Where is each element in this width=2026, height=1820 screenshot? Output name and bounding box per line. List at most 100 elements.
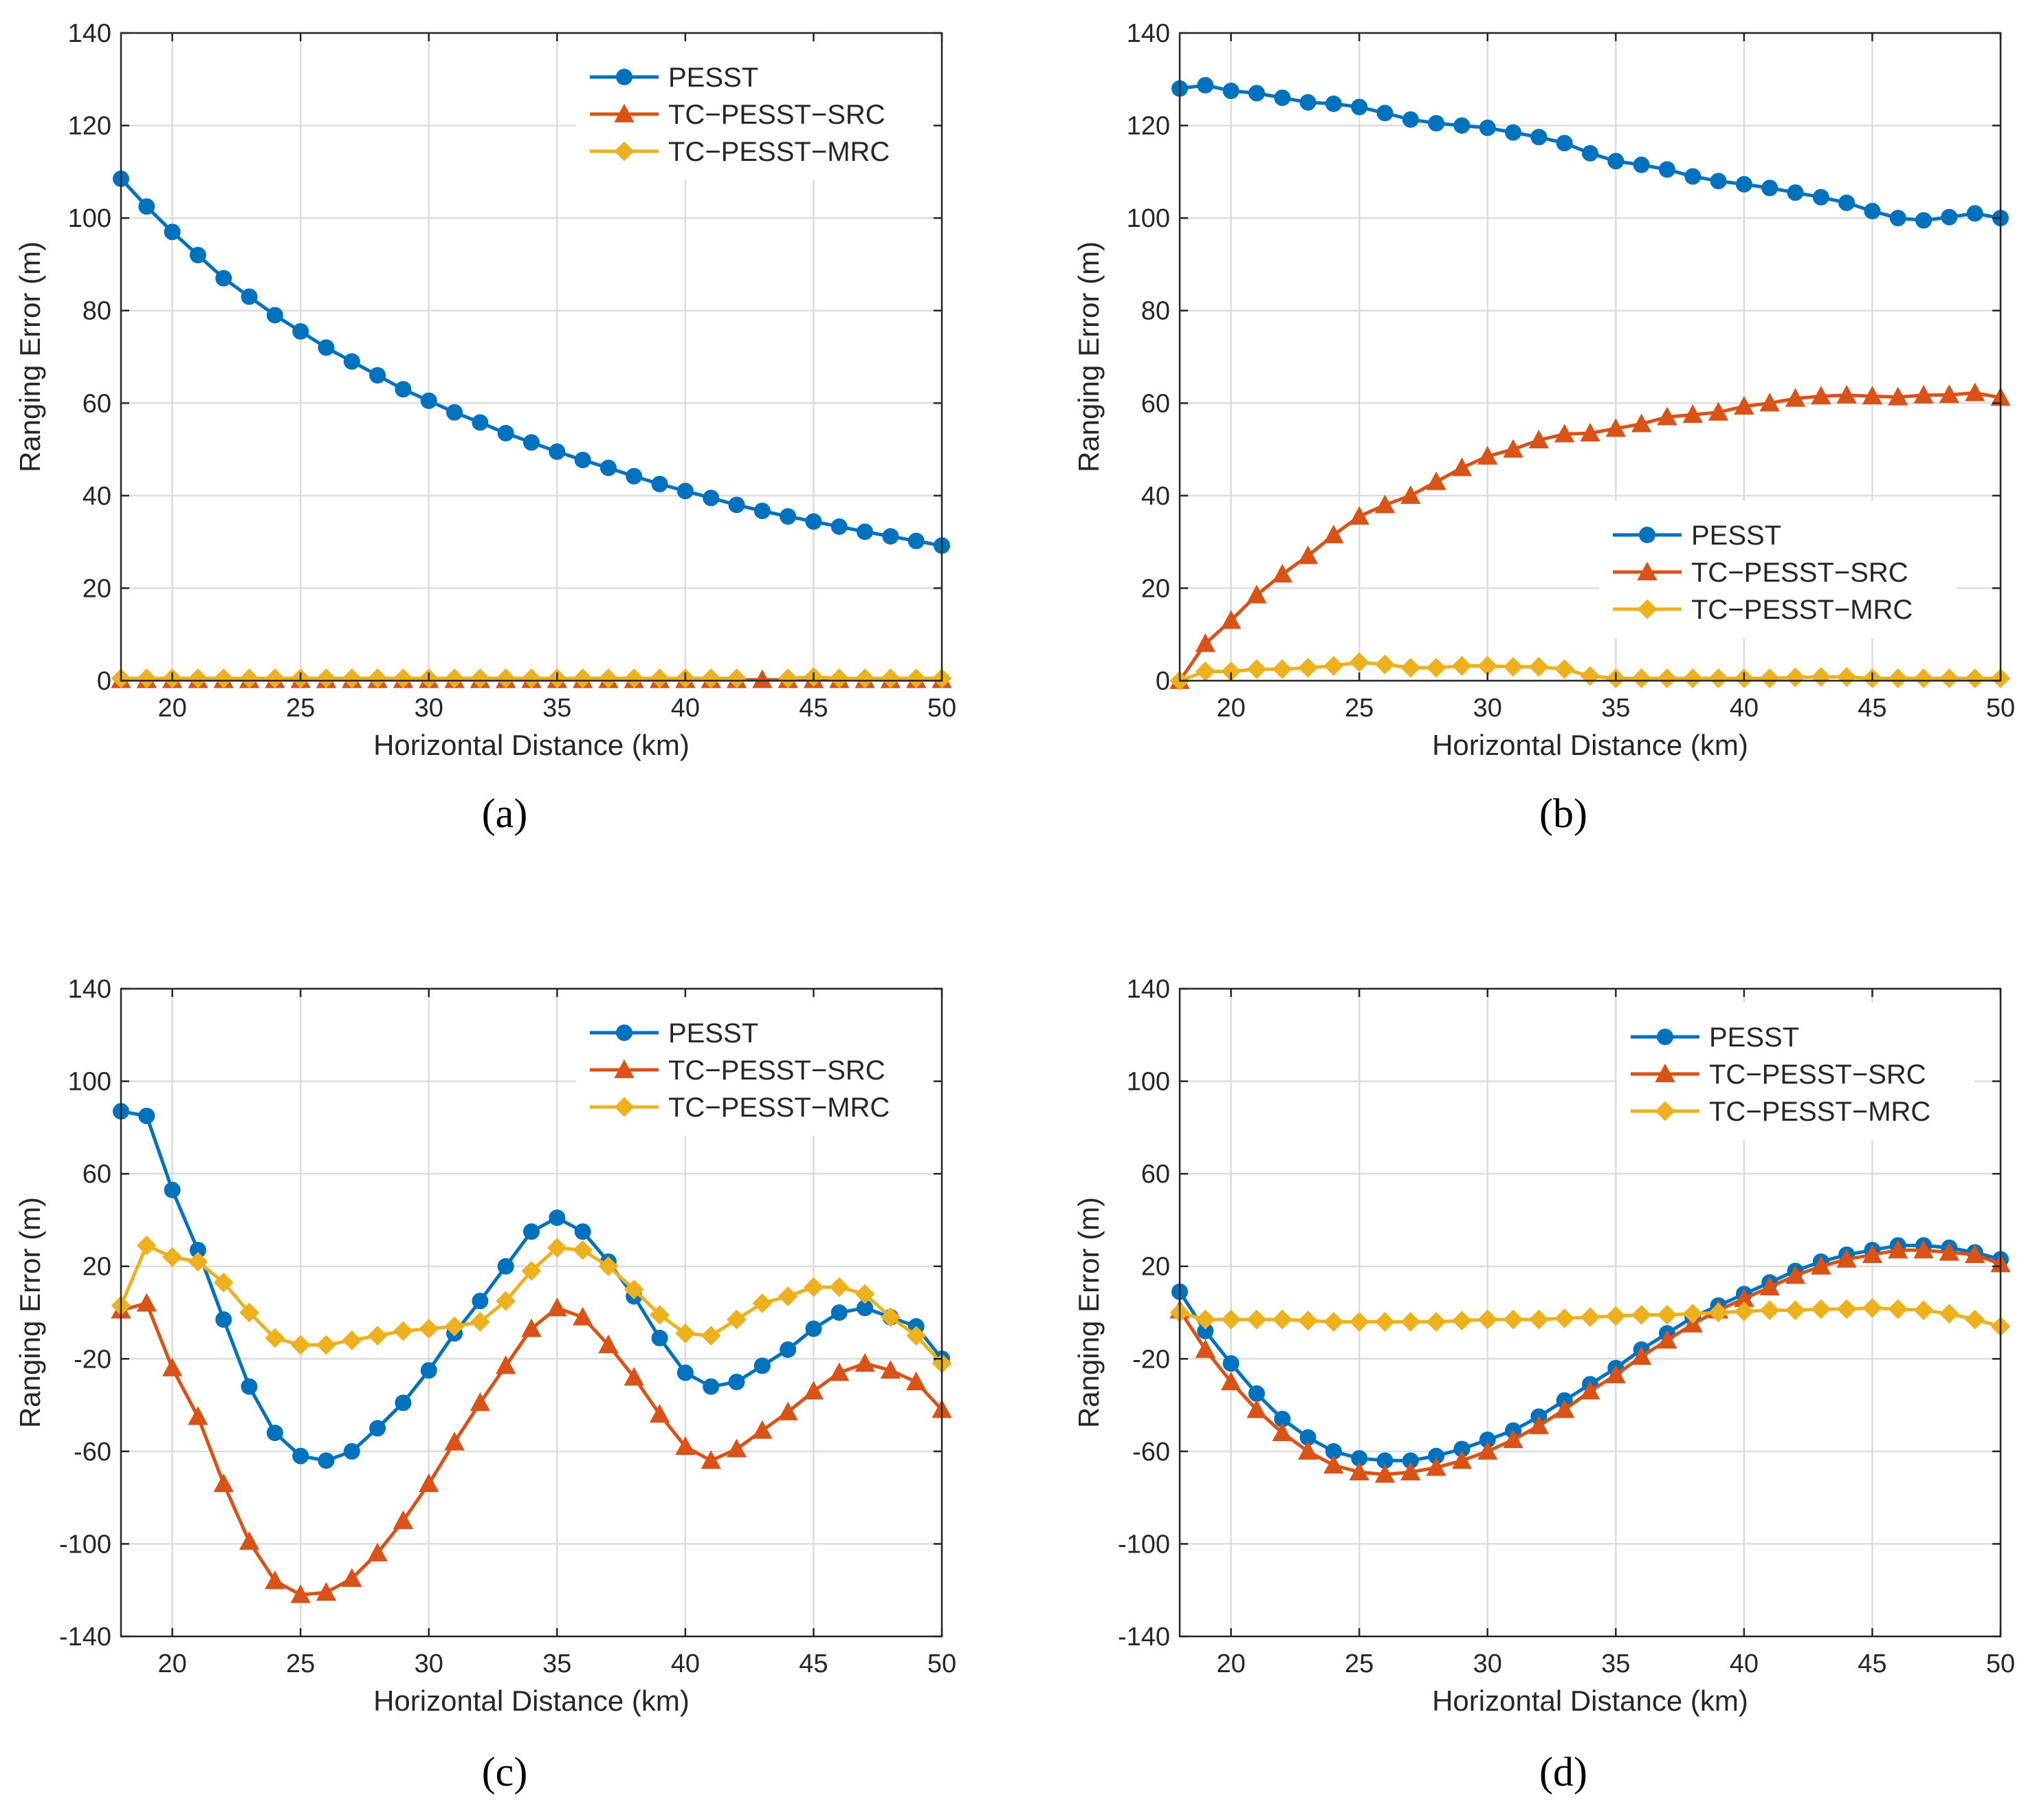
data-point (497, 1258, 514, 1275)
data-point (573, 668, 593, 689)
y-tick-label: 80 (1141, 297, 1170, 326)
data-point (1735, 176, 1752, 193)
data-point (342, 1330, 362, 1350)
data-point (265, 668, 285, 689)
legend-box (1599, 501, 1957, 638)
data-point (1939, 1304, 1959, 1324)
x-tick-label: 45 (1858, 1649, 1886, 1678)
data-point (829, 668, 850, 689)
data-point (1708, 1302, 1728, 1323)
data-point (1580, 422, 1600, 442)
data-point (1554, 1399, 1575, 1418)
data-point (1785, 388, 1806, 407)
legend-label: PESST (668, 63, 758, 93)
data-point (906, 1326, 927, 1346)
y-tick-label: -100 (1118, 1530, 1170, 1559)
data-point (1374, 494, 1396, 514)
data-point (1913, 1300, 1934, 1321)
data-point (239, 1302, 259, 1323)
series-line (1178, 1243, 2001, 1462)
y-tick-label: 140 (68, 19, 111, 48)
y-axis-label: Ranging Error (m) (1072, 241, 1105, 472)
data-point (1915, 212, 1933, 229)
data-point (880, 668, 901, 689)
data-point (342, 668, 362, 689)
chart-panel-b: 20 25 30 35 40 45 50 0 20 40 60 80 100 120 140 Horizont… (1072, 19, 2015, 836)
legend-label: TC−PESST−MRC (668, 137, 890, 167)
data-point (1477, 1309, 1498, 1330)
data-point (1966, 205, 1983, 222)
data-point (1759, 668, 1780, 689)
x-tick-label: 20 (1216, 1649, 1245, 1678)
series-line (120, 177, 943, 547)
data-point (290, 1584, 311, 1603)
data-point (1503, 439, 1523, 458)
legend-marker (616, 1024, 632, 1041)
series-src (1169, 1240, 2011, 1483)
data-point (701, 668, 721, 689)
data-point (829, 1277, 850, 1297)
data-point (1889, 210, 1906, 227)
data-point (1246, 659, 1267, 679)
legend-box (1617, 1002, 1974, 1140)
data-point (675, 1323, 696, 1344)
data-point (1838, 194, 1856, 211)
data-point (880, 1307, 901, 1328)
data-point (1657, 668, 1677, 689)
data-point (444, 1316, 465, 1337)
data-point (1195, 1339, 1215, 1358)
x-axis-label: Horizontal Distance (km) (373, 729, 690, 761)
data-point (470, 1392, 491, 1412)
data-point (213, 1272, 234, 1293)
data-point (1375, 1312, 1395, 1332)
data-point (598, 1334, 619, 1354)
data-point (1631, 413, 1652, 432)
data-point (1351, 98, 1368, 116)
data-point (626, 468, 643, 485)
data-point (1761, 179, 1779, 197)
x-tick-label: 35 (542, 1649, 571, 1678)
data-point (1402, 111, 1419, 128)
data-point (1965, 1309, 1985, 1330)
data-point (1426, 1457, 1446, 1476)
data-point (1785, 1300, 1805, 1321)
data-point (241, 1378, 258, 1395)
data-point (1710, 173, 1727, 190)
x-tick-label: 45 (1858, 694, 1886, 723)
data-point (1195, 633, 1215, 653)
x-tick-label: 20 (157, 1649, 186, 1678)
y-tick-label: 60 (1141, 1160, 1170, 1189)
data-point (1708, 668, 1728, 689)
data-point (213, 668, 234, 689)
series-mrc (1169, 1297, 2011, 1337)
data-point (1811, 1256, 1831, 1275)
data-point (624, 1367, 644, 1386)
data-point (1836, 667, 1857, 688)
data-point (1864, 203, 1881, 220)
data-point (829, 1362, 850, 1381)
data-point (1811, 667, 1831, 688)
x-tick-label: 40 (1730, 1649, 1759, 1678)
data-point (549, 1209, 566, 1227)
data-point (752, 669, 773, 688)
legend-marker (616, 69, 632, 85)
data-point (701, 1450, 721, 1469)
series-src (111, 1293, 952, 1603)
chart-panel-c: 20 25 30 35 40 45 50 -140 -100 -60 -20 20 60 100 140 Ho… (14, 975, 956, 1795)
panel-label: (c) (482, 1749, 528, 1795)
data-point (1528, 657, 1549, 677)
x-axis-label: Horizontal Distance (km) (1432, 1685, 1748, 1717)
legend: PESST TC−PESST−SRC TC−PESST−MRC (576, 998, 934, 1136)
panel-label: (d) (1539, 1749, 1587, 1795)
data-point (316, 668, 336, 689)
axes-frame (1178, 987, 2002, 1638)
data-point (1836, 1299, 1857, 1319)
series-line (120, 1302, 943, 1597)
legend-marker (614, 141, 635, 162)
data-point (367, 668, 388, 689)
chart-panel-d: 20 25 30 35 40 45 50 -140 -100 -60 -20 20 60 100 140 Ho… (1072, 975, 2015, 1795)
legend-marker (1655, 1101, 1675, 1121)
data-point (651, 476, 668, 493)
data-point (316, 1335, 336, 1355)
data-point (521, 1318, 542, 1337)
